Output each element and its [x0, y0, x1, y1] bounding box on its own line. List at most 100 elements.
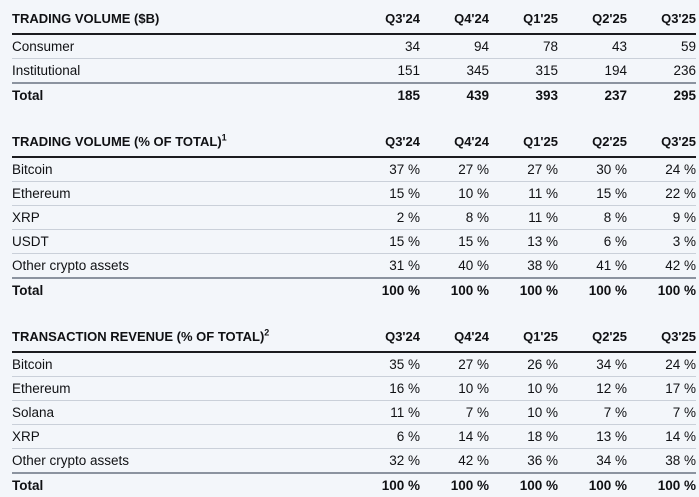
- column-header-quarter: Q2'25: [558, 6, 627, 35]
- column-header-quarter: Q3'24: [351, 324, 420, 353]
- table-trading-volume-pct: TRADING VOLUME (% OF TOTAL)1 Q3'24 Q4'24 Q1…: [12, 129, 696, 302]
- value-cell: 24 %: [627, 352, 696, 377]
- value-cell: 100 %: [627, 472, 696, 497]
- column-header-quarter: Q2'25: [558, 324, 627, 353]
- value-cell: 24 %: [627, 157, 696, 182]
- value-cell: 42 %: [627, 253, 696, 279]
- total-row: Total 100 % 100 % 100 % 100 % 100 %: [12, 472, 696, 497]
- table-row: Other crypto assets 31 % 40 % 38 % 41 % 42 %: [12, 253, 696, 279]
- value-cell: 10 %: [420, 376, 489, 401]
- value-cell: 439: [420, 82, 489, 107]
- column-header-quarter: Q3'25: [627, 129, 696, 158]
- value-cell: 9 %: [627, 205, 696, 230]
- value-cell: 35 %: [351, 352, 420, 377]
- value-cell: 100 %: [627, 277, 696, 302]
- column-header-quarter: Q1'25: [489, 6, 558, 35]
- column-header-quarter: Q1'25: [489, 324, 558, 353]
- row-label: Consumer: [12, 34, 351, 59]
- value-cell: 185: [351, 82, 420, 107]
- value-cell: 42 %: [420, 448, 489, 474]
- value-cell: 32 %: [351, 448, 420, 474]
- column-header-quarter: Q3'24: [351, 6, 420, 35]
- value-cell: 345: [420, 58, 489, 84]
- table-row: Ethereum 15 % 10 % 11 % 15 % 22 %: [12, 181, 696, 206]
- value-cell: 17 %: [627, 376, 696, 401]
- table-title: TRADING VOLUME ($B): [12, 6, 351, 35]
- value-cell: 315: [489, 58, 558, 84]
- header-row: TRADING VOLUME (% OF TOTAL)1 Q3'24 Q4'24 Q1…: [12, 129, 696, 158]
- value-cell: 3 %: [627, 229, 696, 254]
- value-cell: 15 %: [351, 181, 420, 206]
- value-cell: 94: [420, 34, 489, 59]
- value-cell: 14 %: [627, 424, 696, 449]
- value-cell: 100 %: [351, 277, 420, 302]
- value-cell: 151: [351, 58, 420, 84]
- value-cell: 237: [558, 82, 627, 107]
- value-cell: 14 %: [420, 424, 489, 449]
- value-cell: 13 %: [489, 229, 558, 254]
- value-cell: 30 %: [558, 157, 627, 182]
- column-header-quarter: Q2'25: [558, 129, 627, 158]
- row-label: Total: [12, 82, 351, 107]
- value-cell: 13 %: [558, 424, 627, 449]
- value-cell: 10 %: [420, 181, 489, 206]
- value-cell: 100 %: [558, 277, 627, 302]
- header-row: TRANSACTION REVENUE (% OF TOTAL)2 Q3'24 Q4…: [12, 324, 696, 353]
- column-header-quarter: Q3'25: [627, 324, 696, 353]
- value-cell: 295: [627, 82, 696, 107]
- row-label: Total: [12, 472, 351, 497]
- value-cell: 34 %: [558, 352, 627, 377]
- column-header-quarter: Q4'24: [420, 324, 489, 353]
- value-cell: 7 %: [627, 400, 696, 425]
- value-cell: 27 %: [420, 352, 489, 377]
- value-cell: 11 %: [489, 181, 558, 206]
- table-title-text: TRADING VOLUME (% OF TOTAL): [12, 134, 222, 149]
- total-row: Total 185 439 393 237 295: [12, 82, 696, 107]
- table-title-text: TRANSACTION REVENUE (% OF TOTAL): [12, 329, 265, 344]
- value-cell: 194: [558, 58, 627, 84]
- value-cell: 100 %: [558, 472, 627, 497]
- value-cell: 12 %: [558, 376, 627, 401]
- value-cell: 27 %: [420, 157, 489, 182]
- value-cell: 26 %: [489, 352, 558, 377]
- value-cell: 18 %: [489, 424, 558, 449]
- row-label: XRP: [12, 424, 351, 449]
- table-row: Consumer 34 94 78 43 59: [12, 34, 696, 59]
- row-label: XRP: [12, 205, 351, 230]
- value-cell: 8 %: [558, 205, 627, 230]
- value-cell: 59: [627, 34, 696, 59]
- value-cell: 16 %: [351, 376, 420, 401]
- value-cell: 36 %: [489, 448, 558, 474]
- table-row: Solana 11 % 7 % 10 % 7 % 7 %: [12, 400, 696, 425]
- table-row: XRP 6 % 14 % 18 % 13 % 14 %: [12, 424, 696, 449]
- table-row: USDT 15 % 15 % 13 % 6 % 3 %: [12, 229, 696, 254]
- row-label: Bitcoin: [12, 157, 351, 182]
- value-cell: 6 %: [351, 424, 420, 449]
- value-cell: 11 %: [351, 400, 420, 425]
- value-cell: 27 %: [489, 157, 558, 182]
- value-cell: 100 %: [420, 472, 489, 497]
- column-header-quarter: Q4'24: [420, 129, 489, 158]
- value-cell: 8 %: [420, 205, 489, 230]
- value-cell: 40 %: [420, 253, 489, 279]
- value-cell: 7 %: [558, 400, 627, 425]
- table-row: XRP 2 % 8 % 11 % 8 % 9 %: [12, 205, 696, 230]
- value-cell: 393: [489, 82, 558, 107]
- row-label: Ethereum: [12, 376, 351, 401]
- value-cell: 6 %: [558, 229, 627, 254]
- column-header-quarter: Q1'25: [489, 129, 558, 158]
- value-cell: 38 %: [489, 253, 558, 279]
- column-header-quarter: Q4'24: [420, 6, 489, 35]
- value-cell: 78: [489, 34, 558, 59]
- value-cell: 34 %: [558, 448, 627, 474]
- table-transaction-revenue-pct: TRANSACTION REVENUE (% OF TOTAL)2 Q3'24 Q4…: [12, 324, 696, 497]
- value-cell: 10 %: [489, 376, 558, 401]
- value-cell: 22 %: [627, 181, 696, 206]
- table-row: Ethereum 16 % 10 % 10 % 12 % 17 %: [12, 376, 696, 401]
- value-cell: 236: [627, 58, 696, 84]
- value-cell: 100 %: [489, 472, 558, 497]
- value-cell: 34: [351, 34, 420, 59]
- row-label: Other crypto assets: [12, 253, 351, 279]
- value-cell: 15 %: [558, 181, 627, 206]
- value-cell: 100 %: [489, 277, 558, 302]
